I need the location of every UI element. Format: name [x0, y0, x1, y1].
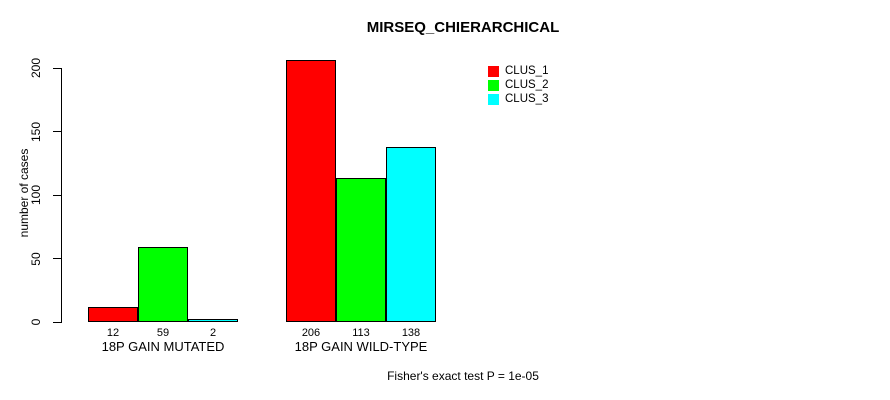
- y-axis-tick: [53, 67, 61, 69]
- y-axis-tick-label: 150: [29, 121, 43, 142]
- y-axis-tick-label: 50: [29, 251, 43, 266]
- annotation-fisher-test: Fisher's exact test P = 1e-05: [387, 369, 539, 383]
- chart-title: MIRSEQ_CHIERARCHICAL: [366, 19, 560, 36]
- y-axis-tick: [53, 258, 61, 259]
- x-axis-category-label: 18P GAIN MUTATED: [101, 339, 225, 354]
- bar-clus-2-group2: [336, 178, 386, 322]
- legend-item: CLUS_1: [488, 65, 548, 77]
- y-axis-tick: [53, 321, 61, 323]
- legend-swatch-clus-1: [488, 65, 499, 77]
- bar-value-label: 59: [156, 327, 170, 339]
- bar-clus-2-group1: [138, 247, 188, 322]
- y-axis-line: [61, 68, 62, 323]
- bar-clus-1-group2: [286, 60, 336, 322]
- bar-clus-3-group1: [188, 319, 238, 322]
- legend-item: CLUS_2: [488, 79, 548, 91]
- bar-value-label: 206: [301, 327, 321, 339]
- y-axis-tick-label: 0: [29, 318, 43, 326]
- legend-item: CLUS_3: [488, 93, 548, 105]
- legend-label: CLUS_1: [505, 65, 549, 77]
- x-axis-category-label: 18P GAIN WILD-TYPE: [294, 339, 428, 354]
- y-axis-tick: [53, 194, 61, 196]
- y-axis-tick-label: 200: [29, 57, 43, 79]
- bar-value-label: 12: [106, 327, 120, 339]
- bar-clus-1-group1: [88, 307, 138, 322]
- legend-label: CLUS_2: [505, 79, 549, 91]
- legend-swatch-clus-2: [488, 79, 499, 91]
- y-axis-tick-label: 100: [29, 184, 43, 206]
- legend-label: CLUS_3: [505, 93, 549, 105]
- bar-value-label: 113: [352, 327, 370, 339]
- bar-value-label: 2: [209, 327, 217, 339]
- y-axis-tick: [53, 131, 61, 132]
- bar-clus-3-group2: [386, 147, 436, 322]
- legend: CLUS_1 CLUS_2 CLUS_3: [488, 65, 548, 107]
- legend-swatch-clus-3: [488, 93, 499, 105]
- bar-value-label: 138: [401, 327, 421, 339]
